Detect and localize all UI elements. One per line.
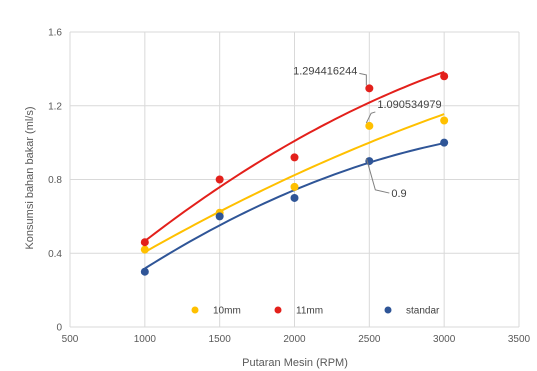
y-tick-label: 1.6: [48, 28, 62, 39]
annotations: 1.294416244 1.090534979 0.9: [293, 65, 441, 200]
x-tick-label: 500: [62, 334, 79, 345]
data-point-standar: [140, 267, 149, 276]
x-tick-label: 2500: [358, 334, 381, 345]
annotation-label: 0.9: [391, 188, 406, 200]
x-tick-label: 2000: [283, 334, 306, 345]
trendline-10mm: [144, 113, 445, 253]
annotation-leader: [365, 157, 390, 194]
x-tick-label: 3000: [433, 334, 456, 345]
legend-marker-standar: [384, 306, 392, 314]
legend-label: 10mm: [213, 306, 241, 317]
legend-label: 11mm: [296, 306, 323, 317]
y-tick-label: 0.8: [48, 175, 62, 186]
data-point-10mm: [440, 116, 449, 125]
trendline-11mm: [144, 70, 445, 242]
y-tick-label: 1.2: [48, 101, 62, 112]
data-point-standar: [440, 138, 449, 147]
data-point-11mm: [365, 84, 374, 93]
x-axis-title: Putaran Mesin (RPM): [242, 357, 348, 369]
data-point-11mm: [440, 72, 449, 81]
y-axis-title: Konsumsi bahan bakar (ml/s): [24, 106, 36, 249]
data-point-11mm: [215, 175, 224, 184]
legend-marker-11mm: [274, 306, 282, 314]
x-tick-label: 1000: [134, 334, 157, 345]
data-point-10mm: [365, 121, 374, 130]
annotation-leader: [359, 72, 367, 86]
data-point-standar: [215, 212, 224, 221]
data-point-11mm: [140, 238, 149, 247]
annotation-label: 1.294416244: [293, 65, 357, 77]
tick-labels: 0 0.4 0.8 1.2 1.6 500 1000 1500 2000 2500 3000 3500: [48, 28, 530, 346]
data-point-10mm: [140, 245, 149, 254]
data-point-standar: [290, 193, 299, 202]
y-tick-label: 0: [56, 323, 62, 334]
x-tick-label: 1500: [209, 334, 232, 345]
annotation-leader: [365, 111, 376, 124]
legend-marker-10mm: [191, 306, 199, 314]
data-point-10mm: [290, 182, 299, 191]
x-tick-label: 3500: [508, 334, 531, 345]
data-point-11mm: [290, 153, 299, 162]
legend-label: standar: [406, 306, 440, 317]
legend: 10mm 11mm standar: [191, 306, 440, 317]
y-tick-label: 0.4: [48, 249, 62, 260]
annotation-label: 1.090534979: [377, 99, 441, 111]
